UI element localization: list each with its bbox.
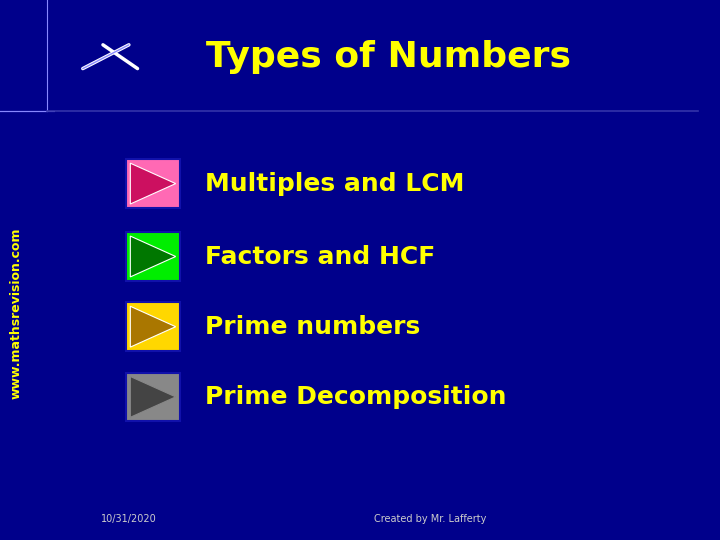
Text: www.mathsrevision.com: www.mathsrevision.com [9, 227, 22, 399]
Polygon shape [130, 163, 176, 204]
Polygon shape [130, 236, 176, 277]
Text: Created by Mr. Lafferty: Created by Mr. Lafferty [374, 515, 487, 524]
Polygon shape [130, 306, 176, 347]
Polygon shape [130, 376, 176, 417]
Text: Multiples and LCM: Multiples and LCM [205, 172, 464, 195]
Bar [126, 159, 180, 208]
Bar [126, 373, 180, 421]
Bar [126, 232, 180, 281]
Text: Prime Decomposition: Prime Decomposition [205, 385, 507, 409]
Text: 10/31/2020: 10/31/2020 [101, 515, 156, 524]
Text: Prime numbers: Prime numbers [205, 315, 420, 339]
Text: Factors and HCF: Factors and HCF [205, 245, 436, 268]
Bar [126, 302, 180, 351]
Text: Types of Numbers: Types of Numbers [207, 40, 571, 73]
